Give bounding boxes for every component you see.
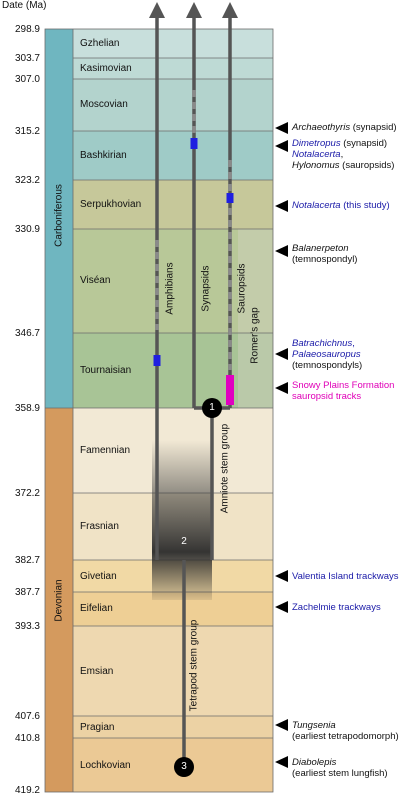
date-label: 358.9	[14, 403, 40, 414]
stage-serpukhovian-cell	[73, 180, 273, 229]
date-label: 419.2	[14, 785, 40, 796]
pointer-snowy-plains	[275, 382, 288, 394]
stage-givetian: Givetian	[80, 571, 117, 582]
devonian-band	[45, 408, 73, 792]
carboniferous-band	[45, 29, 73, 408]
stage-visean-cell	[73, 229, 273, 333]
sauropsid-arrowhead	[222, 2, 238, 18]
synapsid-fossil-marker	[190, 138, 198, 149]
amphibian-arrowhead	[149, 2, 165, 18]
pointer-batrachichnus	[275, 348, 288, 360]
lineage-synapsids: Synapsids	[200, 265, 212, 312]
stage-emsian-cell	[73, 626, 273, 716]
amphibian-fossil-marker	[153, 355, 161, 366]
annotation-dimetropus: Dimetropus (synapsid) Notalacerta, Hylon…	[292, 138, 395, 171]
date-header: Date (Ma)	[2, 0, 47, 11]
lineage-romers-gap: Romer's gap	[249, 307, 261, 364]
annotation-balanerpeton: Balanerpeton (temnospondyl)	[292, 243, 358, 265]
lineage-sauropsids: Sauropsids	[236, 263, 248, 314]
lineage-amniote-stem: Amniote stem group	[219, 423, 231, 514]
pointer-valentia	[275, 570, 288, 582]
stage-kasimovian: Kasimovian	[80, 63, 132, 74]
date-label: 410.8	[14, 733, 40, 744]
stage-tournaisian-cell	[73, 333, 273, 408]
date-label: 330.9	[14, 224, 40, 235]
date-label: 307.0	[14, 74, 40, 85]
annotation-valentia: Valentia Island trackways	[292, 571, 399, 582]
date-label: 346.7	[14, 328, 40, 339]
annotation-diabolepis: Diabolepis (earliest stem lungfish)	[292, 757, 388, 779]
sauropsid-fossil-marker	[226, 193, 234, 203]
date-label: 315.2	[14, 126, 40, 137]
pointer-notalacerta	[275, 200, 288, 212]
date-label: 382.7	[14, 555, 40, 566]
pointer-archaeothyris	[275, 122, 288, 134]
date-label: 387.7	[14, 587, 40, 598]
date-label: 303.7	[14, 53, 40, 64]
romers-gap-band	[238, 229, 273, 408]
stage-frasnian: Frasnian	[80, 521, 119, 532]
annotation-notalacerta: Notalacerta (this study)	[292, 200, 390, 211]
stage-moscovian-cell	[73, 79, 273, 131]
stage-lochkovian: Lochkovian	[80, 760, 131, 771]
ancestry-cloud	[152, 440, 212, 600]
period-carboniferous: Carboniferous	[53, 184, 65, 247]
annotation-batrachichnus: Batrachichnus, Palaeosauropus (temnospon…	[292, 338, 363, 371]
annotation-archaeothyris: Archaeothyris (synapsid)	[292, 122, 397, 133]
stage-gzhelian: Gzhelian	[80, 38, 120, 49]
stage-visean: Viséan	[80, 275, 111, 286]
pointer-tungsenia	[275, 719, 288, 731]
date-label: 407.6	[14, 711, 40, 722]
annotation-snowy-plains: Snowy Plains Formation sauropsid tracks	[292, 380, 395, 402]
period-devonian: Devonian	[53, 579, 65, 622]
stage-serpukhovian: Serpukhovian	[80, 199, 142, 210]
date-label: 323.2	[14, 175, 40, 186]
stage-kasimovian-cell	[73, 58, 273, 79]
stage-pragian-cell	[73, 716, 273, 738]
date-label: 393.3	[14, 621, 40, 632]
stage-bashkirian-cell	[73, 131, 273, 180]
pointer-dimetropus	[275, 140, 288, 152]
annotation-tungsenia: Tungsenia (earliest tetrapodomorph)	[292, 720, 399, 742]
node-2: 2	[181, 536, 187, 547]
lineage-tetrapod-stem: Tetrapod stem group	[188, 619, 200, 712]
synapsid-arrowhead	[186, 2, 202, 18]
stage-eifelian: Eifelian	[80, 603, 113, 614]
pointer-balanerpeton	[275, 245, 288, 257]
stage-moscovian: Moscovian	[80, 99, 128, 110]
date-label: 372.2	[14, 488, 40, 499]
stage-tournaisian: Tournaisian	[80, 365, 132, 376]
pointer-zachelmie	[275, 601, 288, 613]
annotation-zachelmie: Zachelmie trackways	[292, 602, 381, 613]
stage-pragian: Pragian	[80, 722, 115, 733]
node-3: 3	[174, 757, 194, 777]
stage-emsian: Emsian	[80, 666, 114, 677]
pointer-diabolepis	[275, 756, 288, 768]
stage-gzhelian-cell	[73, 29, 273, 58]
stage-famennian: Famennian	[80, 445, 131, 456]
stage-lochkovian-cell	[73, 738, 273, 792]
node-1: 1	[202, 398, 222, 418]
snowy-plains-track-marker	[226, 375, 234, 405]
stage-bashkirian: Bashkirian	[80, 150, 127, 161]
lineage-amphibians: Amphibians	[164, 262, 176, 315]
date-label: 298.9	[14, 24, 40, 35]
